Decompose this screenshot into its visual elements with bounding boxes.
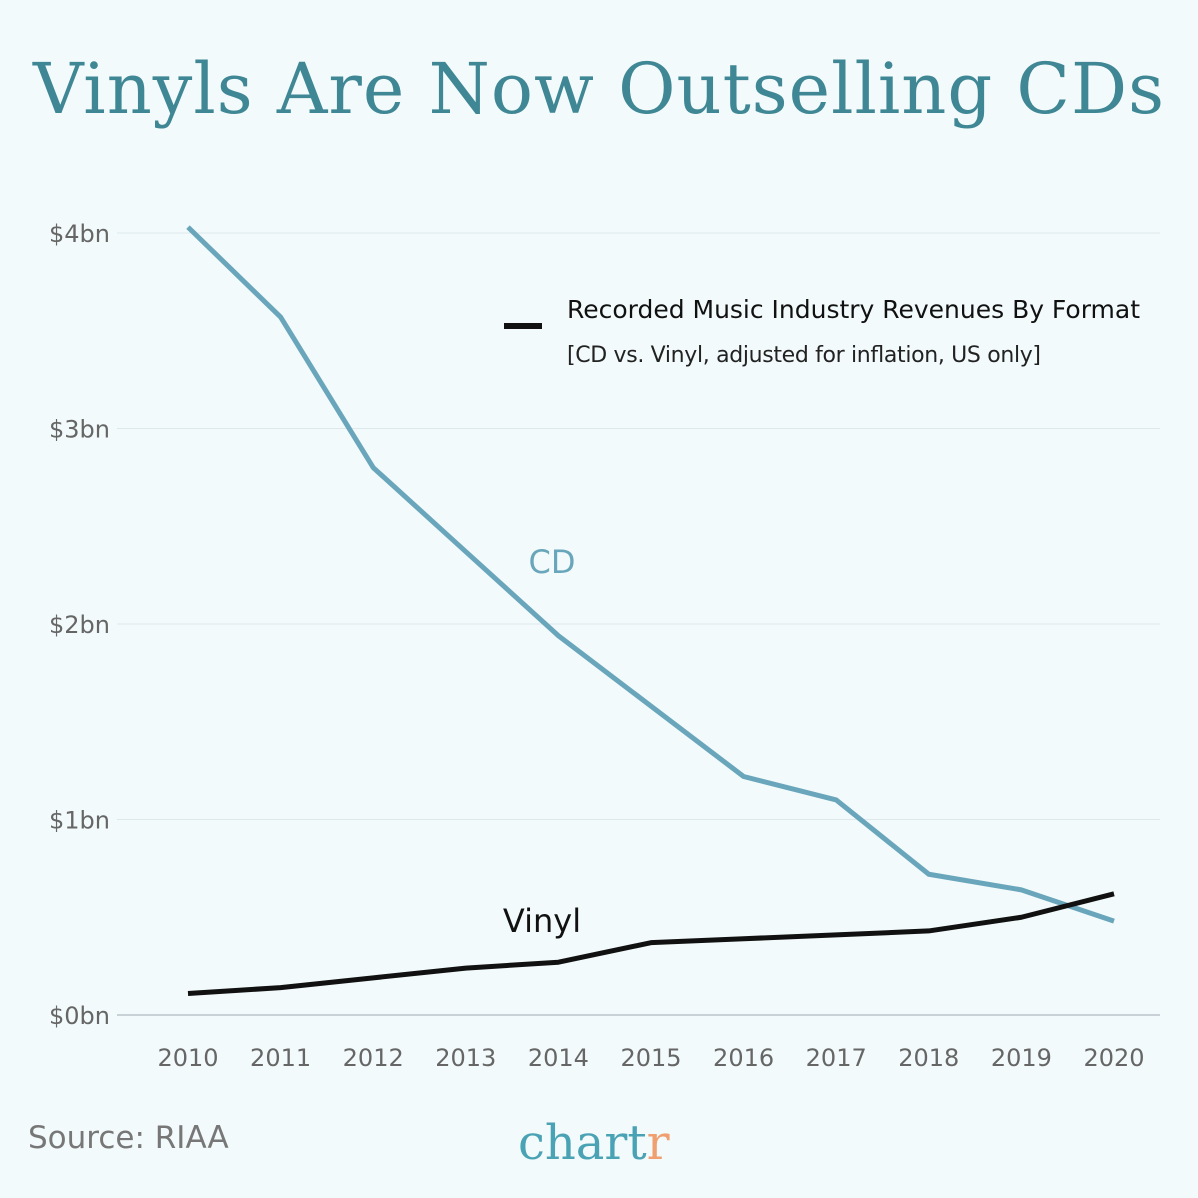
x-tick-label: 2010 [157,1044,218,1072]
legend-title: Recorded Music Industry Revenues By Form… [567,295,1140,324]
source-note: Source: RIAA [28,1120,229,1156]
x-tick-label: 2014 [528,1044,589,1072]
chartr-logo: chartr [518,1115,670,1171]
legend-subtitle: [CD vs. Vinyl, adjusted for inflation, U… [567,343,1041,368]
y-tick-label: $1bn [49,807,110,835]
x-tick-label: 2012 [343,1044,404,1072]
logo-text: chart [518,1115,647,1171]
x-tick-label: 2019 [991,1044,1052,1072]
chart-title: Vinyls Are Now Outselling CDs [32,48,1165,130]
series-label-vinyl: Vinyl [503,902,581,940]
x-tick-label: 2016 [713,1044,774,1072]
x-tick-label: 2013 [435,1044,496,1072]
logo-accent: r [646,1115,670,1171]
x-tick-label: 2017 [806,1044,867,1072]
y-tick-label: $2bn [49,611,110,639]
x-tick-label: 2020 [1083,1044,1144,1072]
y-tick-label: $4bn [49,220,110,248]
series-line-cd [186,225,1115,924]
series-label-cd: CD [529,543,576,581]
y-tick-label: $0bn [49,1002,110,1030]
x-tick-label: 2015 [620,1044,681,1072]
x-tick-label: 2018 [898,1044,959,1072]
x-tick-label: 2011 [250,1044,311,1072]
series-line-vinyl [187,891,1115,996]
y-tick-label: $3bn [49,416,110,444]
